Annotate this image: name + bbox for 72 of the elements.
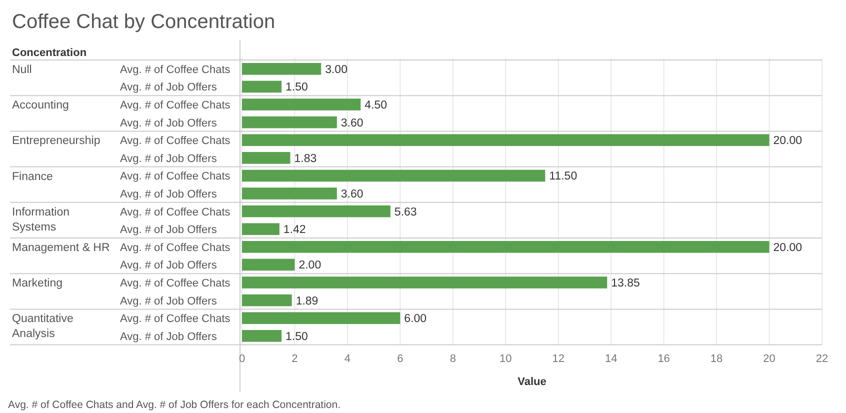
text: Management & HR — [12, 242, 110, 254]
x-tick-label: 22 — [816, 352, 828, 365]
y-tick-label: Avg. # of Coffee Chats — [120, 242, 231, 254]
data-label: 4.50 — [364, 100, 388, 112]
bar — [242, 170, 546, 182]
data-label: 13.85 — [611, 278, 640, 290]
data-label: 2.00 — [298, 260, 322, 272]
data-label: 3.00 — [325, 64, 348, 76]
y-tick-label: Avg. # of Coffee Chats — [120, 206, 231, 218]
data-label: 1.50 — [286, 330, 308, 343]
text: Avg. # of Coffee Chats and Avg. # of Job Offers for each Concentration. — [8, 399, 341, 411]
bar — [242, 276, 608, 288]
data-label: 20.00 — [773, 242, 802, 254]
x-tick-label: 10 — [500, 352, 512, 365]
y-axis-title: Concentration — [12, 47, 87, 59]
text: Null — [12, 64, 32, 76]
x-tick-label: 18 — [710, 352, 723, 365]
bar — [242, 294, 292, 306]
x-tick-label: 16 — [658, 352, 670, 365]
y-tick-label: Avg. # of Job Offers — [120, 82, 218, 94]
x-tick-label: 4 — [344, 352, 351, 365]
bar — [242, 258, 295, 271]
text: Finance — [12, 170, 53, 183]
data-label: 1.42 — [283, 224, 306, 236]
data-label: 3.60 — [340, 188, 364, 200]
y-tick-label: Avg. # of Coffee Chats — [120, 278, 231, 290]
y-tick-label: Avg. # of Coffee Chats — [120, 100, 231, 112]
text: Entrepreneurship — [12, 135, 100, 148]
text: Marketing — [12, 278, 62, 290]
x-tick-label: 12 — [552, 352, 564, 365]
x-tick-label: 0 — [238, 352, 246, 365]
y-tick-label: Avg. # of Coffee Chats — [120, 135, 231, 148]
bar — [242, 330, 282, 342]
y-tick-label: Avg. # of Coffee Chats — [120, 313, 231, 326]
x-axis-title: Value — [518, 376, 546, 388]
bar — [242, 188, 337, 200]
bar — [242, 312, 400, 324]
data-label: 3.60 — [340, 117, 364, 130]
bar — [242, 134, 770, 146]
bar — [242, 205, 390, 218]
bar — [242, 63, 322, 75]
y-tick-label: Avg. # of Job Offers — [120, 188, 218, 200]
x-tick-label: 14 — [604, 352, 618, 365]
x-tick-label: 8 — [450, 352, 456, 365]
data-label: 6.00 — [404, 313, 427, 326]
y-tick-label: Avg. # of Coffee Chats — [120, 170, 231, 183]
data-label: 1.83 — [294, 152, 317, 165]
y-tick-label: Avg. # of Job Offers — [120, 295, 218, 308]
data-label: 5.63 — [394, 206, 417, 218]
x-tick-label: 2 — [292, 352, 298, 365]
y-tick-label: Avg. # of Coffee Chats — [120, 64, 231, 76]
data-label: 1.89 — [296, 295, 318, 308]
text: Quantitative Analysis — [12, 313, 74, 340]
bar — [242, 116, 337, 128]
data-label: 1.50 — [286, 82, 308, 94]
text: Accounting — [12, 100, 69, 112]
y-tick-label: Avg. # of Job Offers — [120, 330, 218, 343]
x-tick-label: 6 — [397, 352, 404, 365]
y-tick-label: Avg. # of Job Offers — [120, 152, 218, 165]
data-label: 20.00 — [773, 135, 802, 148]
bar — [242, 152, 290, 164]
text: Information Systems — [12, 206, 70, 234]
bar — [242, 98, 361, 110]
y-tick-label: Avg. # of Job Offers — [120, 224, 218, 236]
y-tick-label: Avg. # of Job Offers — [120, 260, 218, 272]
data-label: 11.50 — [549, 170, 578, 183]
x-tick-label: 20 — [763, 352, 776, 365]
chart-title: Coffee Chat by Concentration — [12, 11, 276, 33]
bar — [242, 80, 282, 93]
bar — [242, 223, 280, 235]
bar — [242, 241, 770, 253]
y-tick-label: Avg. # of Job Offers — [120, 117, 218, 130]
